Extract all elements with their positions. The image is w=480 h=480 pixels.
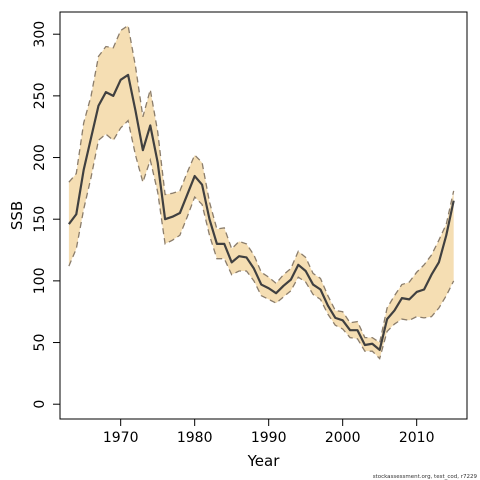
x-tick-label: 1970 [103, 430, 139, 446]
x-tick-label: 1990 [251, 430, 287, 446]
upper-bound-line [68, 24, 455, 344]
y-tick-label: 300 [32, 21, 48, 48]
lower-bound-line [68, 119, 455, 360]
x-tick-label: 2010 [399, 430, 435, 446]
y-axis-title: SSB [8, 201, 26, 230]
y-tick-label: 150 [32, 206, 48, 233]
y-axis: 0 50 100 150 200 250 300 [32, 21, 61, 409]
x-tick-label: 1980 [177, 430, 213, 446]
y-tick-label: 50 [32, 334, 48, 352]
y-tick-label: 0 [32, 400, 48, 409]
y-tick-label: 250 [32, 82, 48, 109]
y-tick-label: 200 [32, 144, 48, 171]
x-tick-label: 2000 [325, 430, 361, 446]
plot-area [68, 24, 455, 360]
x-axis: 1970 1980 1990 2000 2010 [103, 418, 435, 446]
y-tick-label: 100 [32, 267, 48, 294]
footer-credit: stockassessment.org, test_cod, r7229 [373, 474, 478, 480]
estimate-line [68, 73, 455, 352]
confidence-band [68, 25, 454, 359]
x-axis-title: Year [247, 452, 281, 470]
